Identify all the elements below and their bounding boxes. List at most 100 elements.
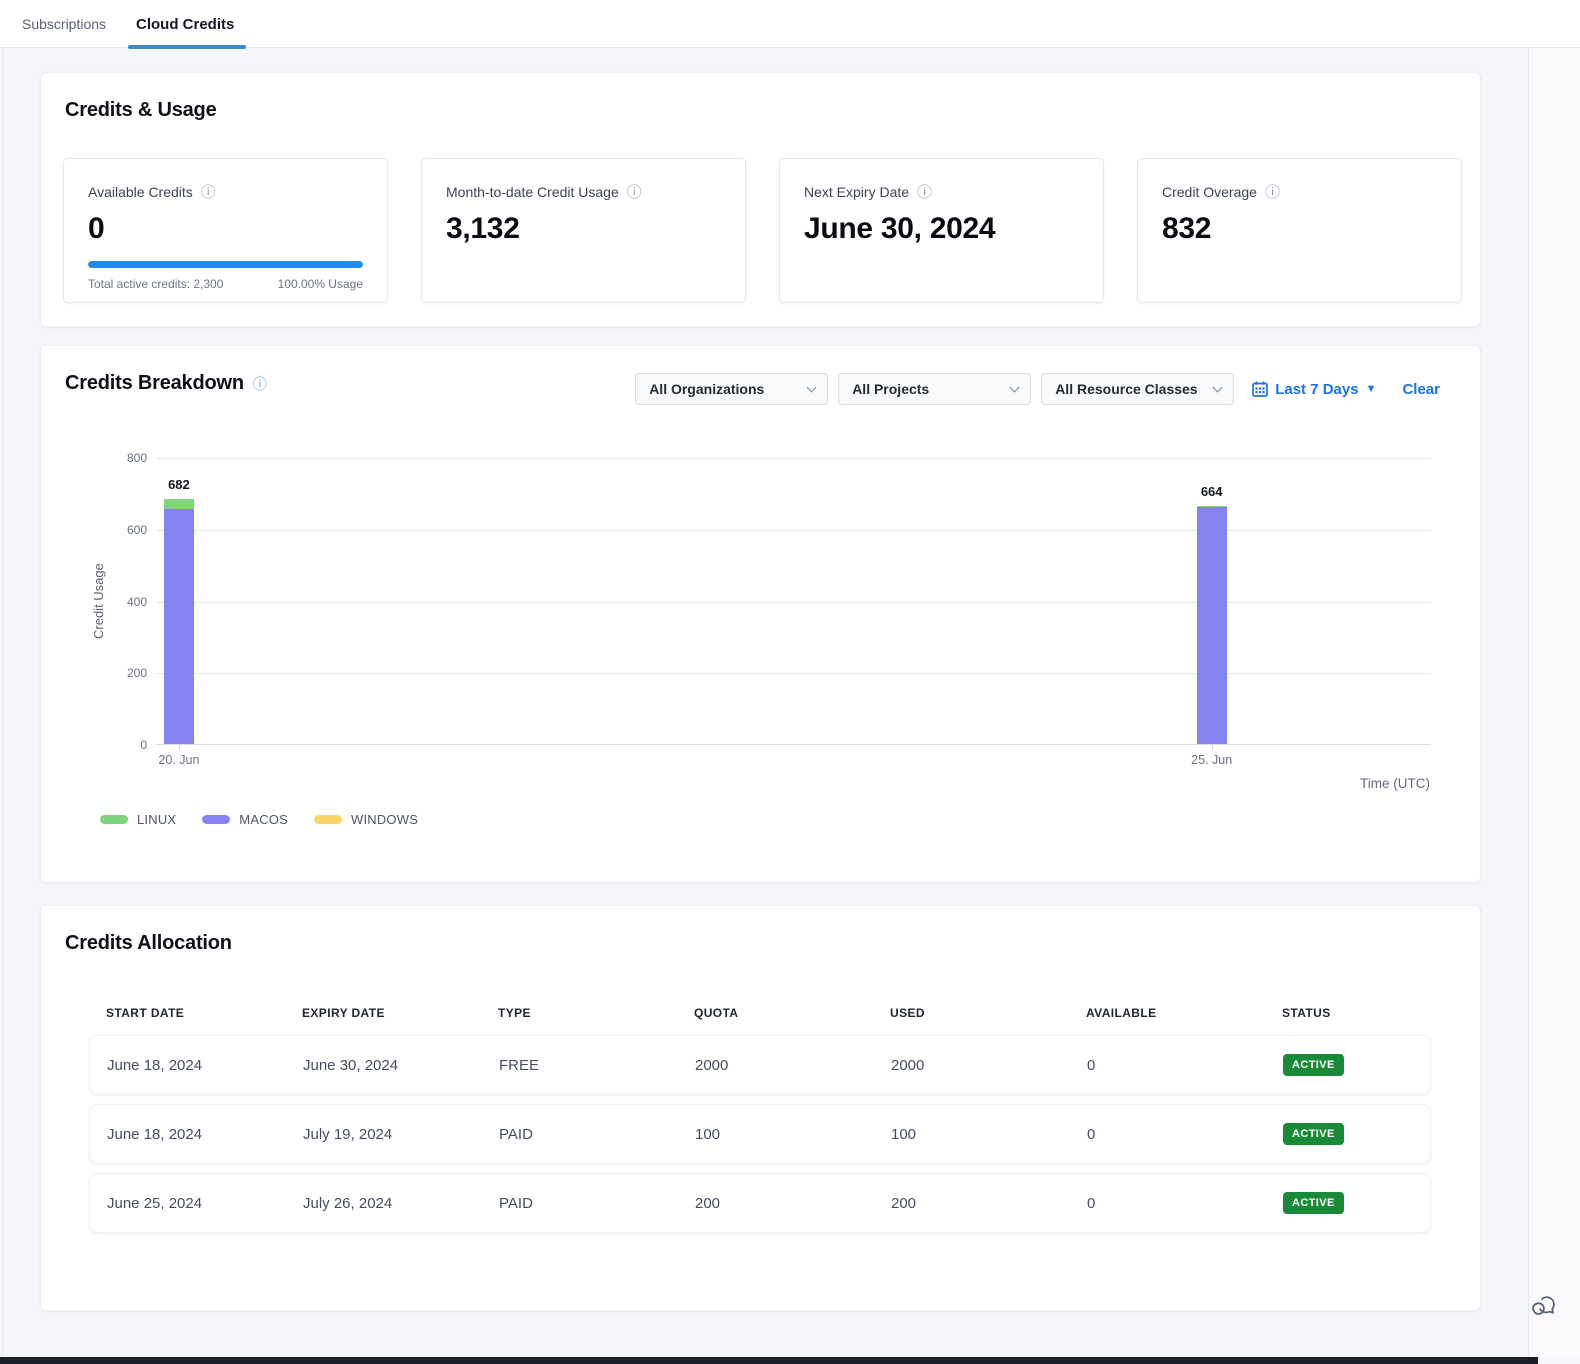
- column-header: USED: [890, 1006, 925, 1020]
- organizations-dropdown-value: All Organizations: [649, 381, 765, 397]
- x-tick-mark: [178, 745, 180, 750]
- credits-usage-section: Credits & Usage Available Credits ⓘ 0 To…: [40, 72, 1481, 327]
- cell-expiry-date: July 26, 2024: [303, 1194, 393, 1212]
- bar-stack: [163, 499, 194, 744]
- cell-type: FREE: [499, 1056, 540, 1074]
- total-active-credits: Total active credits: 2,300: [88, 277, 224, 291]
- table-header-row: START DATE EXPIRY DATE TYPE QUOTA USED AVAILA…: [89, 1006, 1431, 1020]
- gridline: [156, 601, 1431, 603]
- macos-legend-swatch: [202, 815, 231, 824]
- column-header: QUOTA: [694, 1006, 739, 1020]
- usage-percent: 100.00% Usage: [277, 277, 363, 291]
- chart-filters: All Organizations All Projects All Resou…: [635, 373, 1440, 405]
- available-credits-label: Available Credits: [88, 184, 193, 200]
- credits-allocation-title: Credits Allocation: [65, 932, 232, 955]
- cell-quota: 2000: [695, 1056, 729, 1074]
- legend-item-windows[interactable]: WINDOWS: [313, 812, 419, 827]
- right-gutter: [1529, 48, 1580, 1357]
- column-header: STATUS: [1282, 1006, 1331, 1020]
- cell-used: 200: [891, 1194, 917, 1212]
- cell-used: 100: [891, 1125, 917, 1143]
- cell-start-date: June 18, 2024: [107, 1125, 203, 1143]
- mtd-usage-label: Month-to-date Credit Usage: [446, 184, 619, 200]
- info-icon[interactable]: ⓘ: [200, 183, 216, 201]
- content-right-border: [1528, 48, 1529, 1357]
- resource-classes-dropdown[interactable]: All Resource Classes: [1041, 373, 1235, 405]
- mtd-usage-value: 3,132: [446, 212, 520, 245]
- x-tick-label: 20. Jun: [158, 753, 200, 767]
- cell-start-date: June 25, 2024: [107, 1194, 203, 1212]
- bar-segment-macos: [163, 509, 194, 744]
- bottom-dark-bar: [0, 1357, 1538, 1364]
- next-expiry-card: Next Expiry Date ⓘ June 30, 2024: [779, 158, 1104, 303]
- tab-subscriptions[interactable]: Subscriptions: [22, 0, 106, 48]
- info-icon[interactable]: ⓘ: [917, 183, 933, 201]
- chat-bubbles-icon: [1532, 1296, 1555, 1315]
- credit-overage-value: 832: [1162, 212, 1212, 245]
- available-credits-value: 0: [88, 212, 105, 245]
- cell-available: 0: [1087, 1125, 1096, 1143]
- column-header: TYPE: [498, 1006, 531, 1020]
- info-icon[interactable]: ⓘ: [1264, 183, 1280, 201]
- credit-overage-card: Credit Overage ⓘ 832: [1137, 158, 1462, 303]
- tab-cloud-credits[interactable]: Cloud Credits: [136, 0, 234, 48]
- linux-legend-swatch: [100, 815, 128, 824]
- organizations-dropdown[interactable]: All Organizations: [635, 373, 829, 405]
- credits-allocation-table: START DATE EXPIRY DATE TYPE QUOTA USED AVAILA…: [89, 1006, 1431, 1242]
- legend-item-linux[interactable]: LINUX: [100, 812, 176, 827]
- legend-label: WINDOWS: [350, 812, 419, 827]
- column-header: AVAILABLE: [1086, 1006, 1157, 1020]
- bar-stack: [1196, 505, 1227, 744]
- status-badge: ACTIVE: [1283, 1123, 1344, 1145]
- table-row: June 18, 2024 July 19, 2024 PAID 100 100 0 ACT…: [89, 1104, 1431, 1164]
- tab-cloud-credits-label: Cloud Credits: [136, 15, 235, 33]
- projects-dropdown-value: All Projects: [852, 381, 930, 397]
- next-expiry-label: Next Expiry Date: [804, 184, 910, 200]
- credits-allocation-title-text: Credits Allocation: [65, 932, 232, 954]
- mtd-usage-card: Month-to-date Credit Usage ⓘ 3,132: [421, 158, 746, 303]
- gridline: [156, 458, 1431, 459]
- y-tick-label: 400: [126, 594, 147, 609]
- bar-segment-linux: [163, 499, 194, 510]
- gridline: [156, 673, 1431, 675]
- table-body: June 18, 2024 June 30, 2024 FREE 2000 2000 0 A…: [89, 1035, 1431, 1233]
- legend-item-macos[interactable]: MACOS: [202, 812, 288, 827]
- projects-dropdown[interactable]: All Projects: [838, 373, 1032, 405]
- resource-classes-dropdown-value: All Resource Classes: [1055, 381, 1198, 397]
- y-tick-label: 800: [126, 451, 147, 465]
- y-tick-label: 0: [140, 738, 147, 752]
- cell-status: ACTIVE: [1266, 1054, 1430, 1076]
- date-range-picker[interactable]: Last 7 Days ▼: [1252, 381, 1376, 398]
- calendar-icon: [1252, 381, 1269, 397]
- credits-allocation-section: Credits Allocation START DATE EXPIRY DATE…: [40, 905, 1481, 1311]
- cell-quota: 200: [695, 1194, 721, 1212]
- status-badge: ACTIVE: [1283, 1192, 1344, 1214]
- legend-label: LINUX: [137, 812, 177, 827]
- chat-support-button[interactable]: [1530, 1292, 1558, 1325]
- gridline: [156, 529, 1431, 531]
- credits-progress-fill: [88, 261, 363, 268]
- credits-breakdown-section: Credits Breakdown ⓘ All Organizations Al…: [40, 345, 1481, 883]
- chart-legend: LINUX MACOS WINDOWS: [100, 812, 444, 827]
- bar-value-label: 682: [168, 477, 190, 493]
- chevron-down-icon: [1009, 382, 1020, 392]
- x-tick-label: 25. Jun: [1191, 753, 1233, 767]
- cell-type: PAID: [499, 1194, 533, 1212]
- credits-breakdown-title-text: Credits Breakdown: [65, 372, 244, 394]
- cell-available: 0: [1087, 1194, 1096, 1212]
- x-tick-mark: [1211, 745, 1213, 750]
- status-badge: ACTIVE: [1283, 1054, 1344, 1076]
- next-expiry-value: June 30, 2024: [804, 212, 996, 245]
- info-icon[interactable]: ⓘ: [626, 183, 642, 201]
- cell-expiry-date: July 19, 2024: [303, 1125, 393, 1143]
- y-tick-label: 200: [126, 666, 147, 681]
- bar-value-label: 664: [1200, 483, 1223, 499]
- credit-usage-chart: 682 664: [156, 458, 1431, 745]
- date-range-value: Last 7 Days: [1275, 380, 1359, 398]
- bar-segment-linux: [1196, 505, 1227, 508]
- credits-breakdown-title: Credits Breakdown ⓘ: [65, 372, 267, 395]
- info-icon[interactable]: ⓘ: [252, 375, 267, 392]
- clear-filters-button[interactable]: Clear: [1402, 380, 1440, 398]
- credits-usage-title: Credits & Usage: [65, 99, 217, 122]
- credits-usage-title-text: Credits & Usage: [65, 99, 217, 121]
